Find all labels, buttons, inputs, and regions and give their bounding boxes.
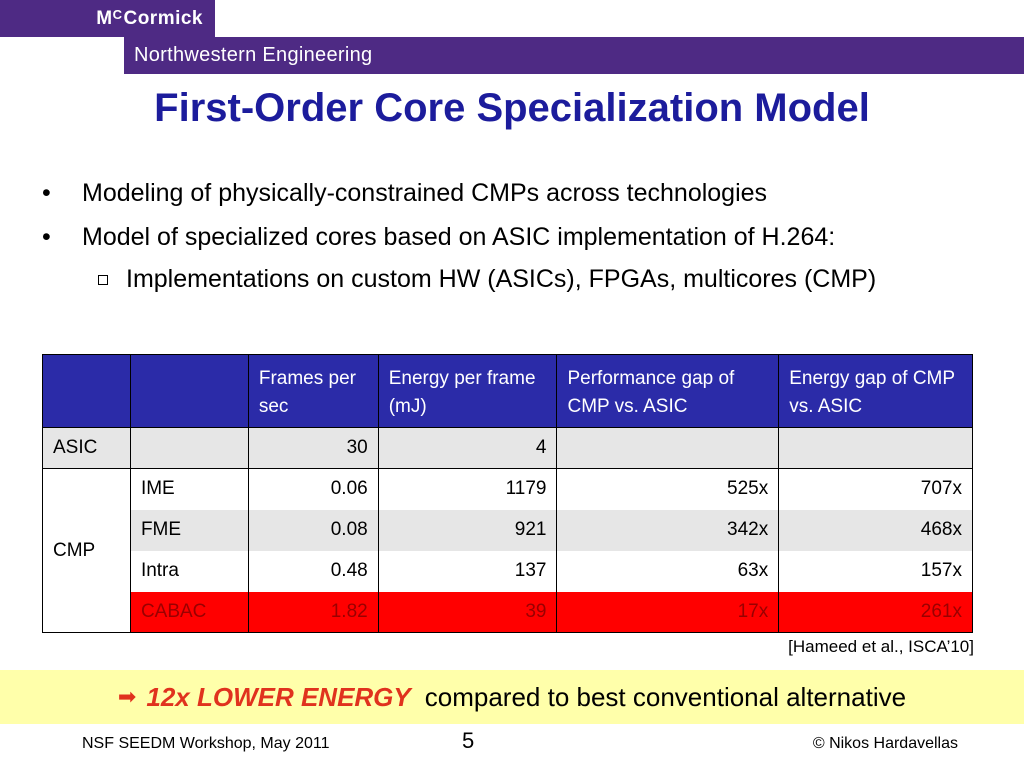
table-cell: 468x [778,509,973,551]
bullet-text: Modeling of physically-constrained CMPs … [82,179,768,207]
header-cell-empty [129,354,249,428]
table-cell: 39 [377,591,558,633]
table-cell: 921 [377,509,558,551]
table-cell: 137 [377,550,558,592]
table-cell: 0.08 [247,509,379,551]
sub-bullet-text: Implementations on custom HW (ASICs), FP… [126,265,877,293]
table-cell: 30 [247,427,379,469]
citation: [Hameed et al., ISCA’10] [788,637,974,656]
table-cell: 525x [556,468,780,510]
row-label: ASIC [42,427,131,469]
footer-copyright: © Nikos Hardavellas [812,735,958,752]
row-label: Intra [129,550,249,592]
table-cell: 4 [377,427,558,469]
row-label: CABAC [129,591,249,633]
table-cell: 0.06 [247,468,379,510]
row-label: IME [129,468,249,510]
callout-text: compared to best conventional alternativ… [424,681,907,712]
table-row: ASIC 30 4 [42,427,973,469]
slide-title: First-Order Core Specialization Model [154,86,870,130]
table-cell: 17x [556,591,780,633]
table-row-highlighted: CABAC 1.82 39 17x 261x [43,591,973,633]
table-header-row: Frames per sec Energy per frame (mJ) Per… [42,354,973,428]
table-cell: 707x [778,468,973,510]
table-row: CMP IME 0.06 1179 525x 707x [42,468,973,633]
logo-rest: Cormick [123,7,203,29]
comparison-table: Frames per sec Energy per frame (mJ) Per… [42,354,973,633]
callout-emphasis: 12x LOWER ENERGY [146,681,411,712]
logo-sup: C [112,7,123,22]
callout-banner: ➡ 12x LOWER ENERGY compared to best conv… [0,670,1024,724]
department-name: Northwestern Engineering [134,44,373,66]
bullet-item: • Modeling of physically-constrained CMP… [40,176,1000,210]
row-label: FME [129,509,249,551]
header-cell-empty [42,354,131,428]
bullet-text: Model of specialized cores based on ASIC… [82,223,836,251]
header-cell: Performance gap of CMP vs. ASIC [556,354,780,428]
right-arrow-icon: ➡ [117,684,137,709]
table-cell: 157x [778,550,973,592]
table-cell: 1.82 [247,591,379,633]
logo-prefix: M [96,7,113,29]
header-cell: Energy per frame (mJ) [377,354,558,428]
table-cell: 342x [556,509,780,551]
row-group-label: CMP [42,468,131,633]
header-cell: Frames per sec [247,354,379,428]
table-cell [556,427,780,469]
table-cell [129,427,249,469]
bullet-dot-icon: • [42,223,51,251]
page-number: 5 [462,728,475,753]
bullet-list: • Modeling of physically-constrained CMP… [40,176,1000,294]
mccormick-logo: M C Cormick [0,0,215,37]
square-bullet-icon [98,275,108,285]
department-banner: Northwestern Engineering [124,37,1024,74]
table-cell [778,427,973,469]
table-cell: 63x [556,550,780,592]
bullet-item: • Model of specialized cores based on AS… [40,220,1000,254]
header-cell: Energy gap of CMP vs. ASIC [778,354,973,428]
sub-bullet-item: Implementations on custom HW (ASICs), FP… [40,264,926,294]
bullet-dot-icon: • [42,179,51,207]
table-cell: 261x [778,591,973,633]
table-cell: 0.48 [247,550,379,592]
table-row: Intra 0.48 137 63x 157x [43,550,973,592]
footer-event: NSF SEEDM Workshop, May 2011 [82,735,330,752]
table-cell: 1179 [377,468,558,510]
table-row: FME 0.08 921 342x 468x [43,509,973,551]
